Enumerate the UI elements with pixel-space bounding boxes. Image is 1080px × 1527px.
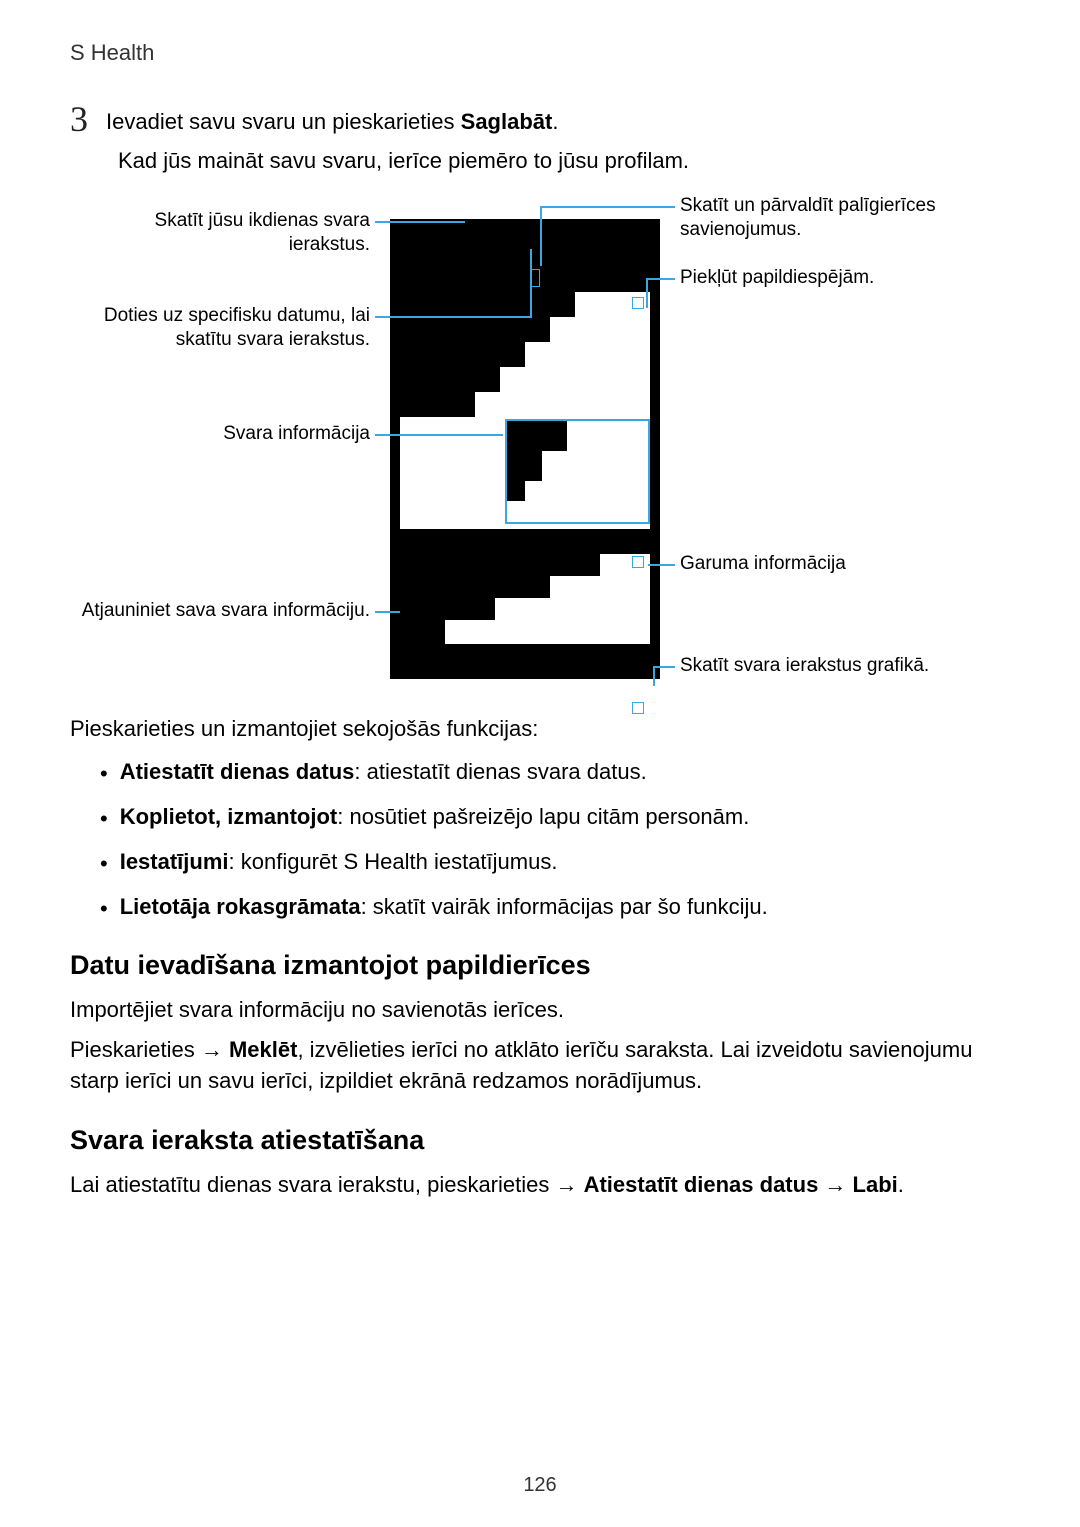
s2-mid: → — [818, 1172, 852, 1197]
line-r4 — [655, 666, 675, 668]
shape-row2 — [400, 317, 550, 342]
bullet-bold: Atiestatīt dienas datus — [120, 759, 355, 784]
line-r1v — [540, 206, 542, 266]
card-shape2 — [507, 451, 542, 481]
lower-row4 — [400, 620, 445, 644]
bullet-bold: Lietotāja rokasgrāmata — [120, 894, 361, 919]
bullet-list: • Atiestatīt dienas datus: atiestatīt di… — [100, 755, 1010, 925]
s1p2-pre: Pieskarieties → — [70, 1037, 229, 1062]
section1-title: Datu ievadīšana izmantojot papildierīces — [70, 950, 1010, 981]
bullet-dot: • — [100, 892, 108, 925]
line-r1 — [540, 206, 675, 208]
card-shape1 — [507, 421, 567, 451]
step-number: 3 — [70, 101, 88, 137]
line-l1 — [375, 221, 465, 223]
weight-card — [505, 419, 650, 524]
step-text-bold: Saglabāt — [461, 109, 553, 134]
step-text: Ievadiet savu svaru un pieskarieties Sag… — [106, 101, 558, 138]
shape-row1 — [400, 292, 575, 317]
step-3: 3 Ievadiet savu svaru un pieskarieties S… — [70, 101, 1010, 138]
s2-post: . — [898, 1172, 904, 1197]
bullet-dot: • — [100, 802, 108, 835]
shape-row4 — [400, 367, 500, 392]
callout-r1a: Skatīt un pārvaldīt palīgierīces — [680, 194, 1000, 218]
callout-l1a: Skatīt jūsu ikdienas svara — [70, 209, 370, 233]
bullet-rest: : skatīt vairāk informācijas par šo funk… — [361, 894, 768, 919]
line-l3 — [375, 434, 503, 436]
line-l2v — [530, 249, 532, 318]
s2-b1: Atiestatīt dienas datus — [584, 1172, 819, 1197]
callout-r1: Skatīt un pārvaldīt palīgierīces savieno… — [680, 194, 1000, 242]
section2-title: Svara ieraksta atiestatīšana — [70, 1125, 1010, 1156]
bullet-item: • Lietotāja rokasgrāmata: skatīt vairāk … — [100, 890, 1010, 925]
callout-l1: Skatīt jūsu ikdienas svara ierakstus. — [70, 209, 370, 257]
diagram: Skatīt jūsu ikdienas svara ierakstus. Do… — [70, 194, 1010, 694]
callout-l1b: ierakstus. — [70, 233, 370, 257]
line-l4 — [375, 611, 400, 613]
section1-p1: Importējiet svara informāciju no savieno… — [70, 995, 1010, 1026]
tap-instruction: Pieskarieties un izmantojiet sekojošās f… — [70, 714, 1010, 745]
bullet-bold: Iestatījumi — [120, 849, 229, 874]
line-l2 — [375, 316, 530, 318]
page-number: 126 — [0, 1474, 1080, 1497]
phone-topbar — [400, 264, 650, 292]
line-r2v — [646, 278, 648, 308]
icon-graph — [632, 702, 644, 714]
lower-row3 — [400, 598, 495, 620]
bullet-bold: Koplietot, izmantojot — [120, 804, 338, 829]
callout-r3: Garuma informācija — [680, 552, 1000, 576]
step-text-post: . — [552, 109, 558, 134]
bullet-dot: • — [100, 847, 108, 880]
callout-r4: Skatīt svara ierakstus grafikā. — [680, 654, 1000, 678]
callout-l2: Doties uz specifisku datumu, lai skatītu… — [70, 304, 370, 352]
bullet-item: • Koplietot, izmantojot: nosūtiet pašrei… — [100, 800, 1010, 835]
s2-b2: Labi — [853, 1172, 898, 1197]
callout-r2: Piekļūt papildiespējām. — [680, 266, 1000, 290]
lower-row2 — [400, 576, 550, 598]
callout-l2a: Doties uz specifisku datumu, lai — [70, 304, 370, 328]
phone-screen — [400, 264, 650, 644]
line-r2 — [648, 278, 675, 280]
bullet-item: • Atiestatīt dienas datus: atiestatīt di… — [100, 755, 1010, 790]
section2-p: Lai atiestatītu dienas svara ierakstu, p… — [70, 1170, 1010, 1201]
bullet-rest: : nosūtiet pašreizējo lapu citām personā… — [337, 804, 749, 829]
section-header: S Health — [70, 40, 1010, 66]
shape-row3 — [400, 342, 525, 367]
card-shape3 — [507, 481, 525, 501]
icon-length — [632, 556, 644, 568]
bullet-item: • Iestatījumi: konfigurēt S Health iesta… — [100, 845, 1010, 880]
lower-row1 — [400, 554, 600, 576]
bullet-rest: : atiestatīt dienas svara datus. — [354, 759, 646, 784]
s1p2-bold: Meklēt — [229, 1037, 297, 1062]
icon-more — [632, 297, 644, 309]
callout-l3: Svara informācija — [70, 422, 370, 446]
shape-row5 — [400, 392, 475, 417]
callout-l4: Atjauniniet sava svara informāciju. — [70, 599, 370, 623]
step-text-pre: Ievadiet savu svaru un pieskarieties — [106, 109, 461, 134]
s2-pre: Lai atiestatītu dienas svara ierakstu, p… — [70, 1172, 584, 1197]
lower-bar — [400, 529, 650, 554]
step-subtext: Kad jūs maināt savu svaru, ierīce piemēr… — [118, 148, 1010, 174]
callout-l2b: skatītu svara ierakstus. — [70, 328, 370, 352]
line-r4v — [653, 666, 655, 686]
phone-outline — [390, 219, 660, 679]
bullet-dot: • — [100, 757, 108, 790]
bullet-rest: : konfigurēt S Health iestatījumus. — [229, 849, 558, 874]
section1-p2: Pieskarieties → Meklēt, izvēlieties ierī… — [70, 1035, 1010, 1097]
callout-r1b: savienojumus. — [680, 218, 1000, 242]
line-r3 — [648, 564, 675, 566]
